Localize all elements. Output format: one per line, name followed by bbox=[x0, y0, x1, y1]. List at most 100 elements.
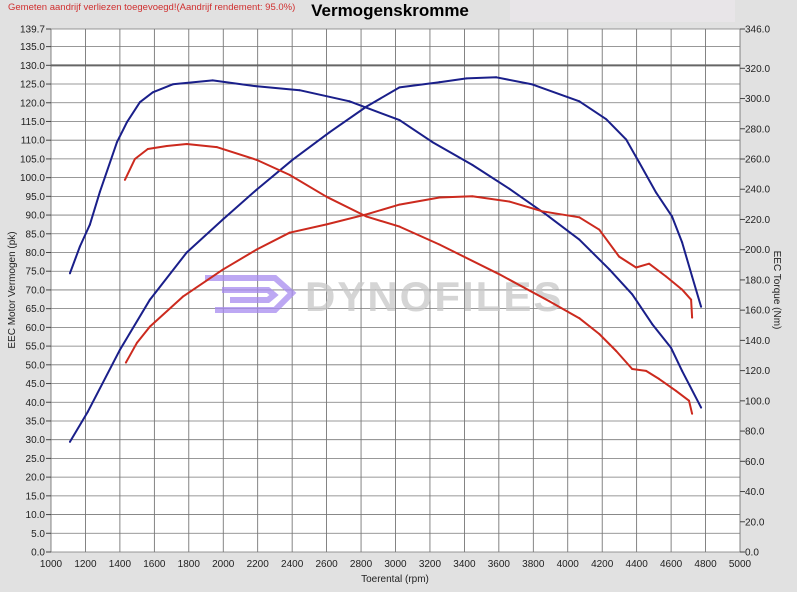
x-tick-label: 1200 bbox=[74, 559, 97, 570]
data-point bbox=[700, 305, 703, 308]
y-left-tick-label: 75.0 bbox=[26, 267, 46, 278]
data-point bbox=[255, 188, 258, 191]
y-left-tick-label: 85.0 bbox=[26, 229, 46, 240]
y-right-tick-label: 240.0 bbox=[745, 185, 770, 196]
x-tick-label: 4800 bbox=[694, 559, 717, 570]
y-right-tick-label: 200.0 bbox=[745, 245, 770, 256]
data-point bbox=[670, 346, 673, 349]
y-left-tick-label: 60.0 bbox=[26, 323, 46, 334]
data-point bbox=[171, 83, 174, 86]
data-point bbox=[541, 210, 544, 213]
data-point bbox=[148, 325, 151, 328]
y-right-tick-label: 60.0 bbox=[745, 457, 765, 468]
data-point bbox=[221, 218, 224, 221]
dynofiles-logo-icon bbox=[205, 275, 297, 313]
data-point bbox=[700, 406, 703, 409]
x-tick-label: 3400 bbox=[453, 559, 476, 570]
data-point bbox=[508, 187, 511, 190]
y-left-tick-label: 65.0 bbox=[26, 304, 46, 315]
data-point bbox=[545, 213, 548, 216]
drivetrain-loss-note: Gemeten aandrijf verliezen toegevoegd!(A… bbox=[8, 2, 296, 13]
data-point bbox=[125, 121, 128, 124]
data-point bbox=[671, 215, 674, 218]
x-tick-label: 3600 bbox=[488, 559, 511, 570]
data-point bbox=[438, 81, 441, 84]
data-point bbox=[465, 77, 468, 80]
y-left-tick-label: 110.0 bbox=[21, 136, 46, 147]
data-point bbox=[181, 295, 184, 298]
data-point bbox=[688, 399, 691, 402]
y-left-tick-label: 15.0 bbox=[26, 491, 46, 502]
axis-ticks: 1000 1200 1400 1600 1800 2000 2200 2400 2600 2800… bbox=[20, 25, 770, 571]
data-point bbox=[288, 231, 291, 234]
data-point bbox=[691, 275, 694, 278]
y-right-tick-label: 140.0 bbox=[745, 336, 770, 347]
x-tick-label: 2400 bbox=[281, 559, 304, 570]
data-point bbox=[221, 268, 224, 271]
data-point bbox=[255, 248, 258, 251]
data-point bbox=[348, 100, 351, 103]
y-right-tick-label: 220.0 bbox=[745, 215, 770, 226]
x-tick-label: 3000 bbox=[384, 559, 407, 570]
data-point bbox=[690, 298, 693, 301]
data-point bbox=[578, 238, 581, 241]
data-point bbox=[325, 195, 328, 198]
y-right-tick-label: 120.0 bbox=[745, 366, 770, 377]
data-point bbox=[578, 100, 581, 103]
data-point bbox=[398, 86, 401, 89]
y-left-tick-label: 50.0 bbox=[26, 360, 46, 371]
y-left-tick-label: 120.0 bbox=[20, 98, 45, 109]
data-point bbox=[598, 333, 601, 336]
data-point bbox=[578, 216, 581, 219]
data-point bbox=[185, 251, 188, 254]
data-point bbox=[165, 144, 168, 147]
data-point bbox=[495, 76, 498, 79]
x-tick-label: 3200 bbox=[419, 559, 442, 570]
y-left-tick-label: 45.0 bbox=[26, 379, 46, 390]
y-right-tick-label: 100.0 bbox=[745, 396, 770, 407]
series-line-0 bbox=[69, 76, 703, 443]
data-point bbox=[398, 119, 401, 122]
x-tick-label: 5000 bbox=[729, 559, 752, 570]
x-tick-label: 2800 bbox=[350, 559, 373, 570]
y-left-tick-label: 130.0 bbox=[20, 61, 45, 72]
y-left-tick-label: 90.0 bbox=[26, 211, 46, 222]
data-point bbox=[211, 79, 214, 82]
data-point bbox=[651, 323, 654, 326]
x-axis-label: Toerental (rpm) bbox=[361, 574, 429, 585]
x-tick-label: 4200 bbox=[591, 559, 614, 570]
y-left-tick-label: 20.0 bbox=[26, 473, 46, 484]
data-point bbox=[655, 191, 658, 194]
data-point bbox=[255, 158, 258, 161]
y-left-tick-label: 5.0 bbox=[31, 529, 45, 540]
data-point bbox=[498, 273, 501, 276]
y-left-tick-label: 139.7 bbox=[20, 25, 45, 36]
data-point bbox=[365, 215, 368, 218]
x-tick-label: 2000 bbox=[212, 559, 235, 570]
data-point bbox=[398, 203, 401, 206]
y-right-tick-label: 160.0 bbox=[745, 306, 770, 317]
data-point bbox=[88, 223, 91, 226]
y-right-tick-label: 320.0 bbox=[745, 64, 770, 75]
data-point bbox=[438, 243, 441, 246]
data-point bbox=[438, 196, 441, 199]
y-left-tick-label: 40.0 bbox=[26, 398, 46, 409]
x-tick-label: 3800 bbox=[522, 559, 545, 570]
data-point bbox=[398, 225, 401, 228]
data-point bbox=[691, 316, 694, 319]
y-left-tick-label: 100.0 bbox=[20, 173, 45, 184]
y-left-tick-label: 70.0 bbox=[26, 285, 46, 296]
y-left-tick-label: 80.0 bbox=[26, 248, 46, 259]
data-point bbox=[135, 341, 138, 344]
data-point bbox=[123, 178, 126, 181]
data-point bbox=[288, 173, 291, 176]
data-point bbox=[608, 268, 611, 271]
data-point bbox=[681, 288, 684, 291]
data-point bbox=[146, 148, 149, 151]
data-point bbox=[658, 377, 661, 380]
data-point bbox=[618, 255, 621, 258]
y-left-tick-label: 10.0 bbox=[26, 510, 46, 521]
data-point bbox=[605, 118, 608, 121]
y-right-tick-label: 180.0 bbox=[745, 275, 770, 286]
data-point bbox=[615, 349, 618, 352]
